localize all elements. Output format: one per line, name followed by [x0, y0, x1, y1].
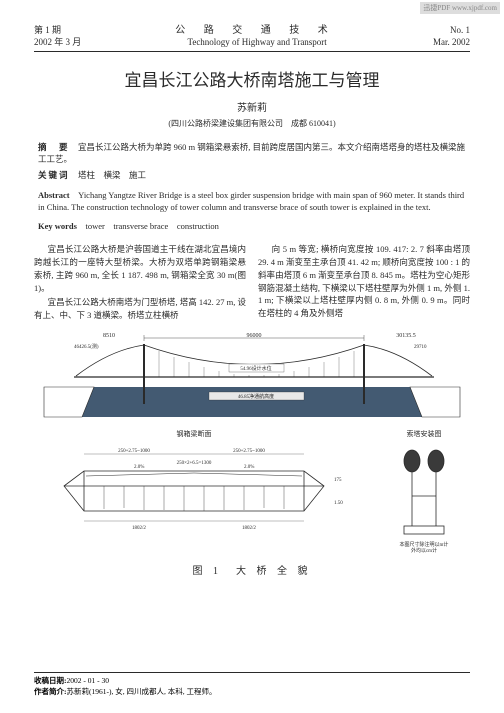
body-columns: 宜昌长江公路大桥是沪蓉国道主干线在湖北宜昌境内跨越长江的一座特大型桥梁。大桥为双…: [34, 243, 470, 324]
abstract-en-text: Yichang Yangtze River Bridge is a steel …: [38, 190, 464, 212]
recv-date: 2002 - 01 - 30: [67, 676, 110, 685]
author: 苏新莉: [34, 99, 470, 114]
svg-text:46426.5(测): 46426.5(测): [74, 343, 99, 350]
water-level-label: 54.96设计水位: [240, 365, 271, 372]
column-right: 向 5 m 等宽; 横桥向宽度按 109. 417: 2. 7 斜率由塔顶 29…: [258, 243, 470, 324]
dim-bottom-r: 1802/2: [242, 526, 256, 531]
abstract-cn-label: 摘 要: [38, 142, 70, 152]
left-approach-label: 8510: [103, 333, 115, 339]
date-en: Mar. 2002: [433, 37, 470, 49]
slope-left: 2.0%: [134, 465, 144, 470]
figure-1: 96000 8510 30135.5 46426.5(测) 29710 54.9…: [34, 332, 470, 577]
abstract-cn: 摘 要 宜昌长江公路大桥为单跨 960 m 钢箱梁悬索桥, 目前跨度居国内第三。…: [38, 141, 466, 166]
page: 第 1 期 公 路 交 通 技 术 No. 1 2002 年 3 月 Techn…: [0, 0, 504, 587]
affiliation: (四川公路桥梁建设集团有限公司 成都 610041): [34, 118, 470, 129]
journal-header: 第 1 期 公 路 交 通 技 术 No. 1 2002 年 3 月 Techn…: [34, 24, 470, 52]
journal-title-cn: 公 路 交 通 技 术: [61, 24, 450, 37]
para: 宜昌长江公路大桥南塔为门型桥塔, 塔高 142. 27 m, 设有上、中、下 3…: [34, 296, 246, 322]
svg-text:1.50: 1.50: [334, 501, 343, 506]
abstract-en-label: Abstract: [38, 190, 70, 200]
dim-left: 250+2.75~1000: [118, 449, 150, 454]
dim-mid: 250×2+6.5=1300: [177, 461, 212, 466]
section-title: 钢箱梁断面: [177, 429, 212, 438]
dim-bottom-l: 1802/2: [132, 526, 146, 531]
keywords-cn: 关键词 塔柱 横梁 施工: [38, 169, 466, 181]
right-approach-label: 30135.5: [396, 333, 416, 339]
issue-cn: 第 1 期: [34, 25, 61, 37]
keywords-cn-label: 关键词: [38, 170, 70, 180]
main-span-label: 96000: [247, 333, 262, 339]
nav-clearance-label: 46.85净通航高度: [238, 393, 274, 400]
slope-right: 2.0%: [244, 465, 254, 470]
dim-right: 250+2.75~1000: [233, 449, 265, 454]
bridge-section-svg: 钢箱梁断面: [34, 426, 470, 556]
abstract-cn-text: 宜昌长江公路大桥为单跨 960 m 钢箱梁悬索桥, 目前跨度居国内第三。本文介绍…: [38, 142, 465, 164]
article-title: 宜昌长江公路大桥南塔施工与管理: [34, 66, 470, 91]
svg-text:外均以cm计: 外均以cm计: [411, 547, 437, 554]
svg-text:29710: 29710: [414, 345, 427, 350]
figure-caption: 图 1 大 桥 全 貌: [34, 562, 470, 577]
keywords-en-text: tower transverse brace construction: [85, 221, 218, 231]
footer: 收稿日期:2002 - 01 - 30 作者简介:苏新莉(1961-), 女, …: [34, 672, 470, 697]
svg-text:175: 175: [334, 478, 342, 483]
keywords-en: Key words tower transverse brace constru…: [38, 221, 466, 233]
svg-text:本图尺寸除注明以m计: 本图尺寸除注明以m计: [400, 541, 449, 548]
keywords-cn-text: 塔柱 横梁 施工: [78, 170, 146, 180]
date-cn: 2002 年 3 月: [34, 37, 81, 49]
recv-label: 收稿日期:: [34, 676, 67, 685]
tower-title: 索塔安装图: [407, 429, 442, 438]
keywords-en-label: Key words: [38, 221, 77, 231]
column-left: 宜昌长江公路大桥是沪蓉国道主干线在湖北宜昌境内跨越长江的一座特大型桥梁。大桥为双…: [34, 243, 246, 324]
bridge-elevation-svg: 96000 8510 30135.5 46426.5(测) 29710 54.9…: [34, 332, 470, 422]
para: 宜昌长江公路大桥是沪蓉国道主干线在湖北宜昌境内跨越长江的一座特大型桥梁。大桥为双…: [34, 243, 246, 294]
journal-title-en: Technology of Highway and Transport: [81, 37, 433, 49]
watermark: 迅捷PDF www.xjpdf.com: [420, 2, 500, 14]
author-bio: 苏新莉(1961-), 女, 四川成都人, 本科, 工程师。: [67, 687, 217, 696]
author-bio-label: 作者简介:: [34, 687, 67, 696]
abstract-en: Abstract Yichang Yangtze River Bridge is…: [38, 190, 466, 214]
para: 向 5 m 等宽; 横桥向宽度按 109. 417: 2. 7 斜率由塔顶 29…: [258, 243, 470, 320]
issue-en: No. 1: [450, 25, 470, 37]
